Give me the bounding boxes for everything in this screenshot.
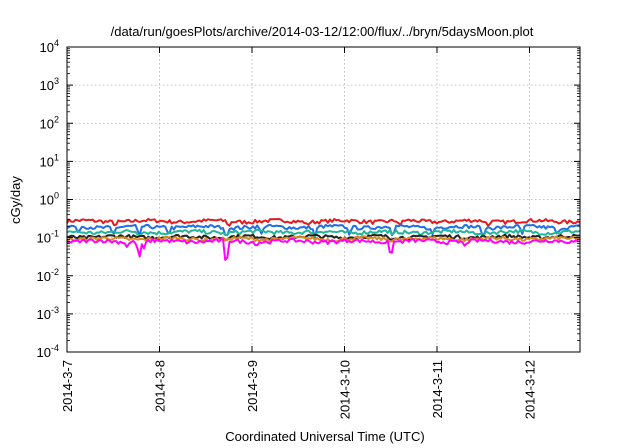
y-tick-label: 10-2 xyxy=(37,267,59,284)
y-tick-base: 10 xyxy=(40,193,54,208)
series-line xyxy=(66,228,581,237)
y-tick-base: 10 xyxy=(37,345,51,360)
series-group xyxy=(66,217,581,261)
y-axis-label: cGy/day xyxy=(8,176,23,224)
chart-title: /data/run/goesPlots/archive/2014-03-12/1… xyxy=(111,24,534,39)
series-line xyxy=(66,217,581,227)
y-tick-base: 10 xyxy=(40,116,54,131)
y-tick-label: 103 xyxy=(40,76,59,93)
series-line xyxy=(66,223,580,239)
x-tick-label: 2014-3-11 xyxy=(430,360,445,418)
x-axis: 2014-3-7 2014-3-8 2014-3-9 2014-3-10 2014-3-… xyxy=(60,47,538,419)
y-tick-base: 10 xyxy=(40,40,54,55)
y-tick-label: 104 xyxy=(40,38,59,55)
y-tick-label: 101 xyxy=(40,152,59,169)
y-tick-exponent: -3 xyxy=(51,305,59,315)
grid xyxy=(67,47,580,352)
y-tick-exponent: 2 xyxy=(54,114,59,124)
x-tick-label: 2014-3-12 xyxy=(523,360,538,419)
x-tick-label: 2014-3-10 xyxy=(338,360,353,419)
y-tick-base: 10 xyxy=(37,231,51,246)
y-tick-exponent: -4 xyxy=(51,343,59,353)
y-tick-base: 10 xyxy=(40,154,54,169)
y-tick-exponent: 4 xyxy=(54,38,59,48)
y-tick-label: 10-3 xyxy=(37,305,59,322)
y-tick-base: 10 xyxy=(37,269,51,284)
x-tick-label: 2014-3-7 xyxy=(60,360,75,412)
y-tick-label: 100 xyxy=(40,191,59,208)
y-tick-label: 10-4 xyxy=(37,343,59,360)
y-tick-label: 102 xyxy=(40,114,59,131)
y-tick-exponent: 3 xyxy=(54,76,59,86)
y-tick-base: 10 xyxy=(37,307,51,322)
y-tick-label: 10-1 xyxy=(37,229,59,246)
x-tick-label: 2014-3-9 xyxy=(245,360,260,412)
y-tick-base: 10 xyxy=(40,78,54,93)
y-tick-exponent: 0 xyxy=(54,191,59,201)
x-tick-label: 2014-3-8 xyxy=(153,360,168,412)
y-tick-exponent: -2 xyxy=(51,267,59,277)
y-tick-exponent: 1 xyxy=(54,152,59,162)
x-axis-label: Coordinated Universal Time (UTC) xyxy=(225,429,424,444)
y-tick-exponent: -1 xyxy=(51,229,59,239)
series-line xyxy=(66,237,581,261)
